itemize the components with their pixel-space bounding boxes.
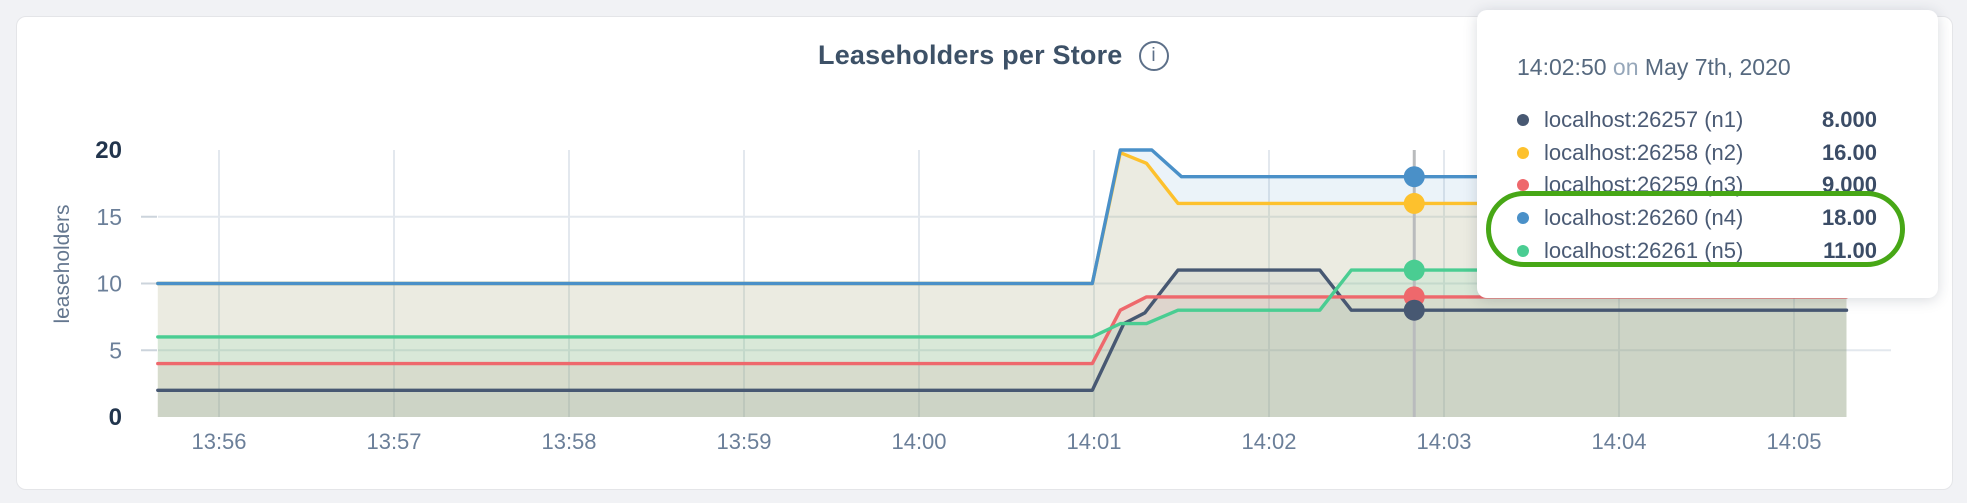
series-label: localhost:26258 (n2) [1544, 139, 1744, 165]
series-label: localhost:26260 (n4) [1544, 205, 1744, 231]
hover-point-dot [1403, 259, 1425, 281]
y-axis-tick-label: 20 [95, 137, 122, 164]
series-line [156, 295, 1849, 366]
series-line [156, 268, 1849, 392]
series-line [156, 268, 1849, 339]
chart-title: Leaseholders per Store [818, 40, 1123, 70]
tooltip-date: May 7th, 2020 [1644, 54, 1791, 80]
y-axis-tick-label: 5 [109, 337, 122, 363]
chart-header: Leaseholders per Store i [818, 40, 1169, 71]
tooltip-on-word: on [1612, 54, 1639, 80]
tooltip-row: localhost:26258 (n2) 16.00 [1517, 137, 1877, 170]
x-axis-tick-label: 13:59 [716, 429, 771, 454]
x-axis-tick-label: 14:03 [1416, 429, 1471, 454]
tooltip-timestamp: 14:02:50 on May 7th, 2020 [1517, 54, 1791, 81]
x-axis-tick-label: 13:58 [541, 429, 596, 454]
x-axis-tick-label: 14:01 [1066, 429, 1121, 454]
series-color-dot-icon [1517, 179, 1529, 192]
series-area-fill [157, 296, 1847, 417]
info-icon[interactable]: i [1138, 40, 1169, 71]
x-axis-tick-label: 14:04 [1591, 429, 1646, 454]
series-area-fill [157, 270, 1847, 417]
series-color-dot-icon [1517, 146, 1529, 159]
x-axis-tick-label: 14:00 [891, 429, 946, 454]
hover-point-dot [1403, 299, 1425, 321]
hover-tooltip: 14:02:50 on May 7th, 2020 localhost:2625… [1477, 10, 1938, 298]
series-value: 16.00 [1821, 139, 1877, 165]
x-axis-tick-label: 14:05 [1766, 429, 1821, 454]
series-value: 8.000 [1821, 107, 1877, 133]
x-axis-tick-label: 14:02 [1241, 429, 1296, 454]
highlight-annotation [1486, 191, 1905, 267]
hover-point-dot [1403, 166, 1425, 188]
x-axis-tick-label: 13:57 [366, 429, 421, 454]
series-color-dot-icon [1517, 114, 1529, 127]
series-label: localhost:26257 (n1) [1544, 107, 1744, 133]
tooltip-row: localhost:26260 (n4) 18.00 [1517, 202, 1877, 235]
y-axis-tick-label: 10 [96, 271, 122, 297]
series-label: localhost:26261 (n5) [1544, 237, 1744, 263]
y-axis-label: leaseholders [51, 204, 74, 324]
tooltip-time: 14:02:50 [1517, 54, 1607, 80]
tooltip-row: localhost:26257 (n1) 8.000 [1517, 104, 1877, 137]
series-area-fill [157, 270, 1847, 417]
series-line [156, 148, 1849, 286]
hover-point-dot [1403, 192, 1425, 214]
x-axis-tick-label: 13:56 [191, 429, 246, 454]
y-axis-tick-label: 0 [109, 404, 122, 431]
y-axis-tick-label: 15 [96, 204, 122, 230]
